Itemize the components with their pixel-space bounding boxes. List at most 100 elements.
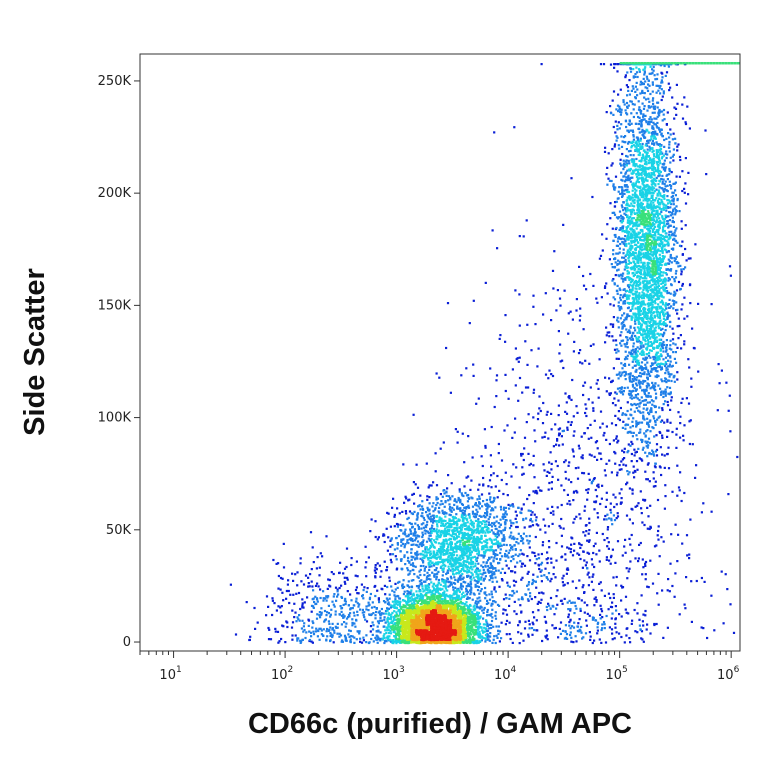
event-point [626,627,629,630]
event-point [350,635,353,638]
event-point [474,583,477,586]
event-point [634,360,637,363]
event-point [637,150,640,153]
event-point [626,269,629,273]
event-point [489,367,492,370]
event-point [605,438,608,441]
event-point [681,117,685,120]
event-point [432,521,435,524]
event-point [552,510,555,513]
event-point [545,634,549,637]
event-point [474,558,478,561]
event-point [386,511,389,514]
event-point [310,610,313,613]
event-point [634,148,637,152]
event-point [545,558,548,561]
event-point [365,641,368,644]
event-point [585,488,588,492]
event-point [504,559,507,562]
event-point [441,568,444,572]
event-point [623,374,626,377]
event-point [655,443,659,446]
event-point [632,396,636,399]
event-point [485,512,488,515]
event-point [630,394,633,397]
event-point [373,585,376,588]
event-point [438,582,441,585]
event-point [633,376,636,379]
event-point [599,604,602,607]
event-point [505,549,508,552]
event-point [580,599,583,602]
event-point [453,582,457,585]
event-point [609,202,612,205]
event-point [659,363,662,366]
event-point [610,422,614,425]
event-point [646,527,649,530]
event-point [620,186,623,189]
event-point [400,529,403,532]
event-point [636,397,639,400]
event-point [624,141,627,144]
event-point [577,622,580,625]
event-point [329,615,332,618]
event-point [573,517,576,521]
event-point [394,598,397,601]
event-point [635,354,638,357]
event-point [483,552,486,555]
event-point [486,502,489,505]
event-point [678,324,681,328]
event-point [453,576,456,579]
event-point [544,292,547,295]
event-point [582,531,585,534]
event-point [386,566,389,569]
event-point [342,572,345,575]
event-point [675,262,678,265]
event-point [652,477,655,480]
event-point [523,447,526,450]
event-point [667,202,670,205]
event-point [643,70,646,73]
event-point [601,616,604,619]
event-point [623,302,626,305]
event-point [391,543,394,547]
event-point [616,289,619,293]
event-point [496,553,499,556]
event-point [654,123,657,126]
event-point [619,227,622,230]
event-point [676,241,679,244]
event-point [484,549,487,552]
event-point [657,189,660,192]
event-point [656,194,659,197]
event-point [661,119,664,122]
event-point [405,497,408,500]
event-point [450,482,453,485]
event-point [645,142,648,145]
event-point [648,131,651,134]
event-point [598,358,601,361]
event-point [474,562,477,565]
event-point [674,572,677,575]
event-point [411,568,414,571]
event-point [637,381,640,384]
event-point [687,257,690,260]
event-point [668,143,671,146]
event-point [634,322,637,325]
event-point [452,569,455,572]
event-point [555,595,558,598]
event-point [613,298,617,301]
event-point [540,574,543,577]
event-point [636,350,639,353]
event-point [631,338,635,341]
event-point [663,162,666,165]
event-point [614,235,617,238]
event-point [568,461,571,464]
event-point [472,605,475,608]
event-point [426,515,430,518]
event-point [332,595,335,598]
event-point [671,199,674,202]
event-point [547,540,551,543]
event-point [674,343,677,346]
event-point [366,587,369,590]
event-point [604,341,607,344]
